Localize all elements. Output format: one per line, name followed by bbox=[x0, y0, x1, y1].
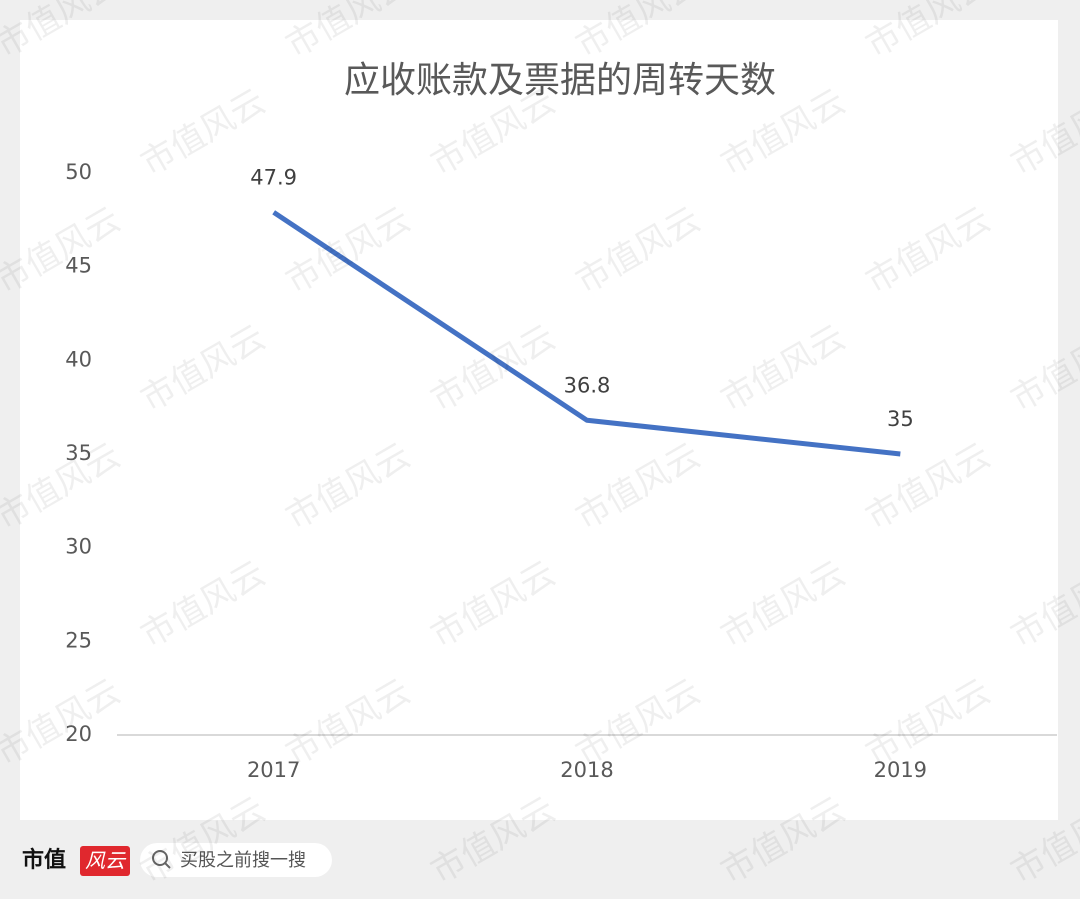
x-tick-label: 2018 bbox=[560, 758, 613, 782]
data-label: 35 bbox=[887, 407, 914, 431]
y-tick-label: 45 bbox=[65, 254, 92, 278]
logo: 市值 bbox=[22, 847, 66, 873]
y-tick-label: 50 bbox=[65, 160, 92, 184]
data-label: 47.9 bbox=[250, 165, 297, 189]
chart: 应收账款及票据的周转天数 20 25 30 35 40 45 50 2017 2018 2019 4… bbox=[65, 60, 1057, 782]
x-tick-label: 2019 bbox=[874, 758, 927, 782]
x-tick-label: 2017 bbox=[247, 758, 300, 782]
logo-mark: 风云 bbox=[85, 849, 127, 873]
logo-mark-box bbox=[80, 846, 130, 876]
footer: 市值 风云 买股之前搜一搜 bbox=[22, 843, 332, 877]
y-tick-label: 30 bbox=[65, 535, 92, 559]
y-tick-label: 20 bbox=[65, 722, 92, 746]
search-icon bbox=[152, 850, 168, 866]
y-tick-label: 25 bbox=[65, 628, 92, 652]
search-box[interactable] bbox=[140, 843, 332, 877]
chart-title: 应收账款及票据的周转天数 bbox=[344, 60, 776, 101]
data-label: 36.8 bbox=[564, 373, 611, 397]
y-tick-label: 40 bbox=[65, 347, 92, 371]
chart-card bbox=[20, 20, 1058, 820]
search-text: 买股之前搜一搜 bbox=[180, 850, 306, 871]
data-line bbox=[272, 210, 901, 457]
search-icon bbox=[164, 862, 171, 869]
y-tick-label: 35 bbox=[65, 441, 92, 465]
